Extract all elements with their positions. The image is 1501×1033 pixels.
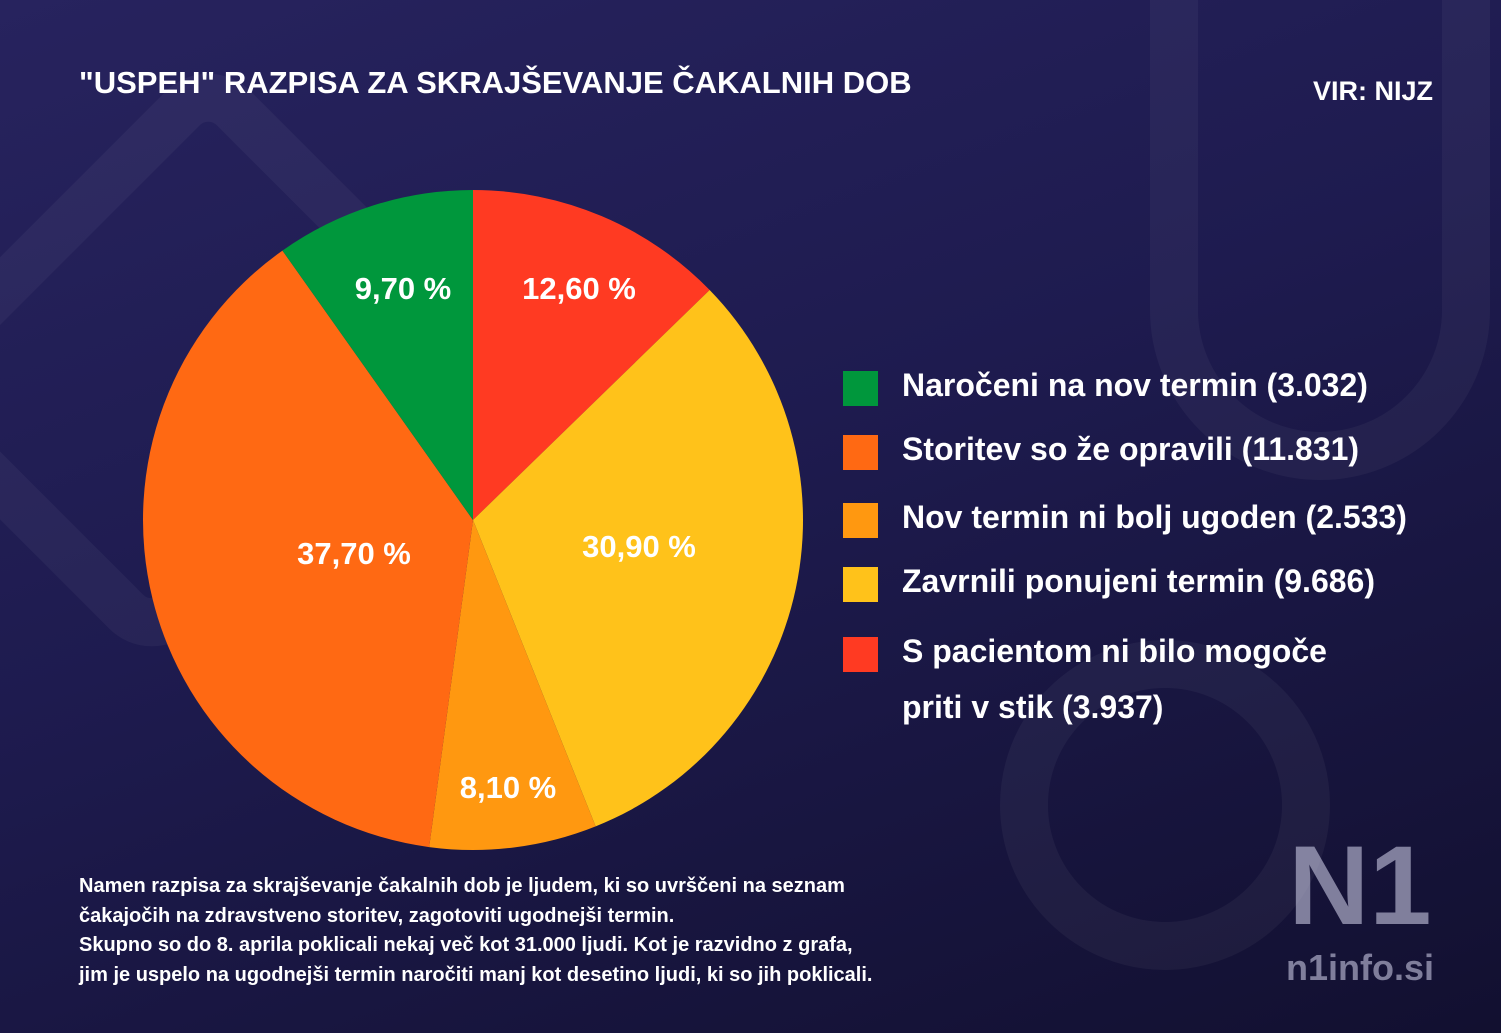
legend-swatch [843,503,878,538]
slice-data-label: 30,90 % [582,529,696,564]
slice-data-label: 12,60 % [522,271,636,306]
pie-slice [282,190,473,520]
source-label: VIR: NIJZ [1312,76,1433,106]
legend-label-line: S pacientom ni bilo mogoče [902,633,1327,669]
n1-logo: N1 n1info.si [1270,826,1450,990]
slice-data-label: 37,70 % [297,536,411,571]
legend-swatch [843,435,878,470]
logo-site: n1info.si [1285,947,1434,988]
slice-data-label: 8,10 % [460,770,557,805]
legend-label: Storitev so že opravili (11.831) [902,421,1359,477]
footnote-line: čakajočih na zdravstveno storitev, zagot… [79,904,675,927]
legend-item: Nov termin ni bolj ugoden (2.533) [843,497,1407,545]
legend-label-line: Zavrnili ponujeni termin (9.686) [902,563,1375,599]
legend-label: Zavrnili ponujeni termin (9.686) [902,553,1375,609]
pie-chart: 12,60 % 30,90 % 8,10 % 37,70 % 9,70 % [143,190,803,850]
footnote-line: Skupno so do 8. aprila poklicali nekaj v… [79,934,853,956]
chart-title: "USPEH" RAZPISA ZA SKRAJŠEVANJE ČAKALNIH… [79,65,912,100]
legend-item: S pacientom ni bilo mogoče priti v stik (… [843,631,1327,735]
pie-slice [473,290,803,827]
pie-slice [143,250,473,848]
logo-mark: N1 [1288,823,1432,948]
pie-slice [473,190,710,520]
legend-label-line: Naročeni na nov termin (3.032) [902,367,1368,403]
legend-label-line: Storitev so že opravili (11.831) [902,431,1360,467]
legend-label-line: Nov termin ni bolj ugoden (2.533) [902,499,1407,535]
footnote-line: Namen razpisa za skrajševanje čakalnih d… [79,875,845,897]
slice-data-label: 9,70 % [355,271,452,306]
footnote-line: jim je uspelo na ugodnejši termin naroči… [79,963,873,986]
legend-label: S pacientom ni bilo mogoče priti v stik (… [902,623,1327,735]
legend: Naročeni na nov termin (3.032) Storitev s… [843,365,1483,745]
legend-item: Zavrnili ponujeni termin (9.686) [843,561,1375,609]
legend-label: Nov termin ni bolj ugoden (2.533) [902,489,1407,545]
legend-item: Naročeni na nov termin (3.032) [843,365,1368,413]
legend-item: Storitev so že opravili (11.831) [843,429,1359,477]
legend-swatch [843,637,878,672]
legend-label-line: priti v stik (3.937) [902,689,1164,725]
legend-swatch [843,567,878,602]
pie-slice [429,520,596,850]
legend-label: Naročeni na nov termin (3.032) [902,357,1368,413]
legend-swatch [843,371,878,406]
footnote: Namen razpisa za skrajševanje čakalnih d… [79,872,1229,990]
